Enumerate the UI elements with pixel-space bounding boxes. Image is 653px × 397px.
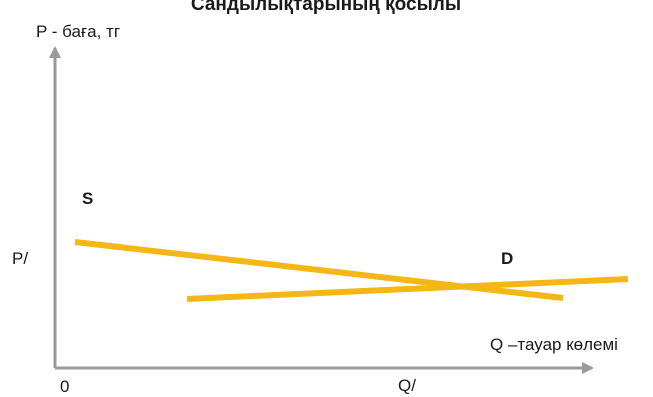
curve-line-d — [186, 276, 629, 302]
quantity-marker: Q/ — [398, 376, 416, 395]
curve-s-label: S — [82, 189, 93, 208]
origin-label: 0 — [60, 377, 69, 396]
curve-line-s — [74, 239, 564, 301]
price-marker: P/ — [12, 249, 28, 268]
x-axis-label: Q –тауар көлемі — [490, 335, 618, 354]
y-axis-label: P - баға, тг — [36, 22, 120, 41]
diagram-title: Сандылықтарының қосылы — [191, 0, 461, 15]
curve-d-label: D — [501, 249, 513, 268]
